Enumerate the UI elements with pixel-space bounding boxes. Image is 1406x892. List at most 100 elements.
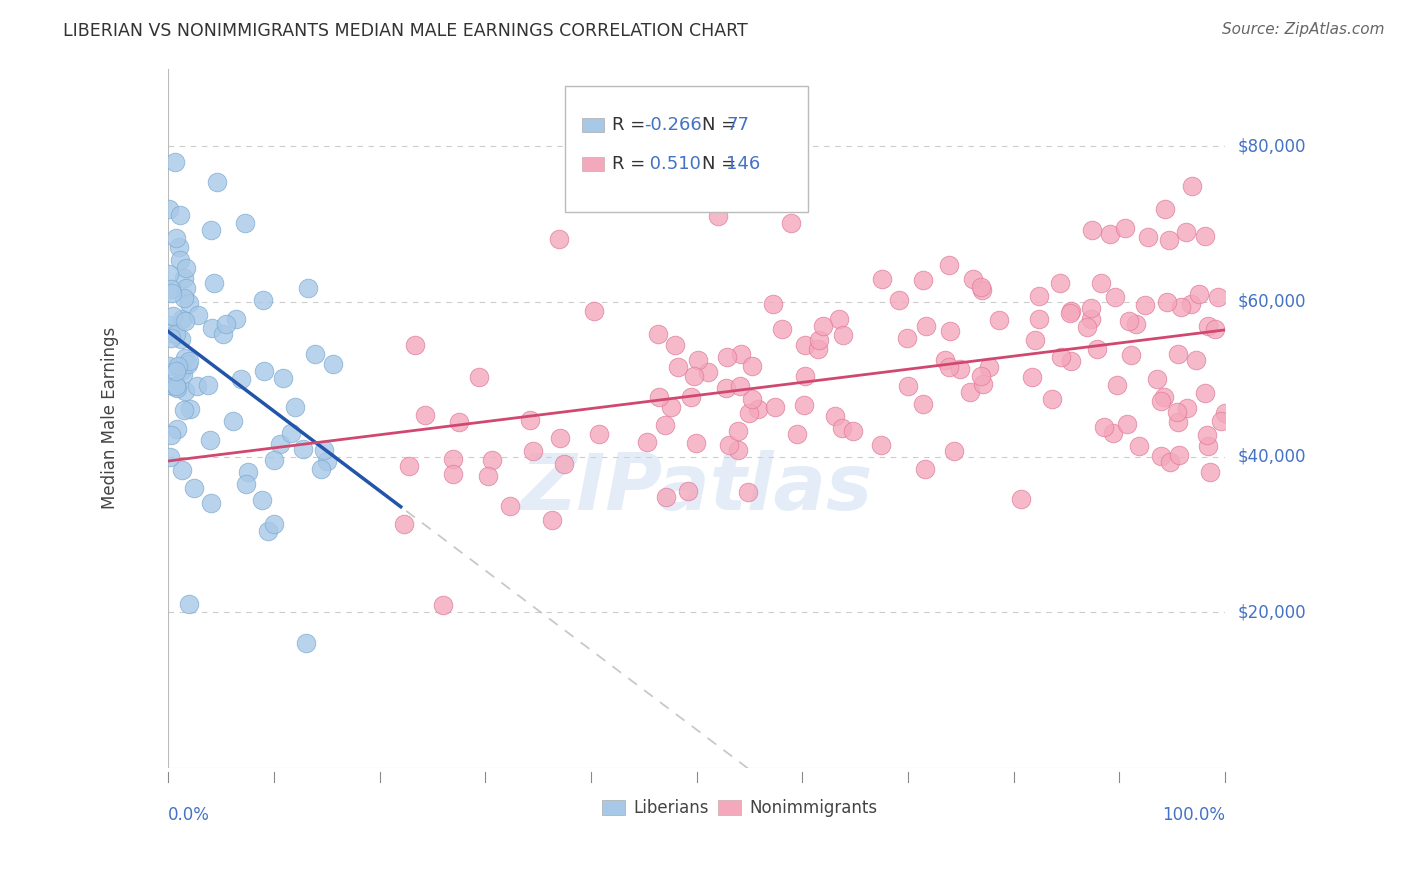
Point [714,381,737,395]
Text: 146: 146 [727,154,761,173]
Point [205,175,228,189]
Text: Nonimmigrants: Nonimmigrants [749,798,877,816]
Text: 0.510: 0.510 [644,154,700,173]
Point [253,364,276,378]
Text: $60,000: $60,000 [1237,293,1306,310]
Point [813,318,835,333]
Point [173,314,195,328]
Point [292,442,315,456]
Point [183,481,205,495]
Point [938,259,960,273]
Point [770,322,793,336]
Point [159,331,181,345]
FancyBboxPatch shape [602,800,624,815]
Point [741,392,763,406]
FancyBboxPatch shape [582,157,603,170]
Point [683,368,706,383]
Point [1197,439,1219,453]
Point [166,381,188,395]
Point [170,312,193,326]
Point [157,267,180,281]
Point [655,490,678,504]
Point [314,442,336,457]
Point [1090,277,1112,291]
Point [404,337,426,351]
Point [659,401,682,415]
Point [647,326,669,341]
Point [166,359,188,373]
Point [1146,372,1168,386]
Point [828,312,851,326]
Point [231,372,253,386]
Point [717,438,740,452]
Point [1107,378,1129,392]
Text: $40,000: $40,000 [1237,448,1306,466]
Point [727,424,749,438]
Point [169,253,191,268]
Point [1076,320,1098,334]
Point [252,293,274,307]
FancyBboxPatch shape [717,800,741,815]
Point [1167,347,1189,361]
Point [681,391,703,405]
Point [250,492,273,507]
Point [468,370,491,384]
Point [173,402,195,417]
Point [959,384,981,399]
Point [177,357,200,371]
Point [979,359,1001,374]
Point [583,304,606,318]
Text: ZIPatlas: ZIPatlas [520,450,873,526]
Point [1180,297,1202,311]
Point [747,402,769,417]
Point [159,450,181,464]
Point [160,286,183,301]
Point [948,362,970,376]
Point [939,324,962,338]
Point [1175,225,1198,239]
FancyBboxPatch shape [565,86,807,212]
Point [1194,385,1216,400]
Point [187,308,209,322]
Point [1185,353,1208,368]
Point [159,427,181,442]
Point [727,442,749,457]
Point [1102,425,1125,440]
Point [870,438,893,452]
Point [170,463,193,477]
Point [676,484,699,499]
Point [198,433,221,447]
Point [157,318,180,333]
Point [780,216,803,230]
Point [686,352,709,367]
Point [1116,417,1139,431]
Point [1170,300,1192,314]
Point [741,359,763,374]
Point [179,401,201,416]
Point [398,459,420,474]
Text: R =: R = [612,154,651,173]
Point [174,281,197,295]
Point [413,408,436,422]
Point [170,363,193,377]
Point [214,317,236,331]
Point [163,154,186,169]
Point [197,378,219,392]
Point [1104,290,1126,304]
Point [1153,390,1175,404]
Point [934,352,956,367]
Point [174,260,197,275]
Point [588,427,610,442]
Point [441,451,464,466]
Point [1049,277,1071,291]
Point [911,397,934,411]
Point [222,414,245,428]
Point [914,461,936,475]
Point [1059,306,1081,320]
Point [159,326,181,341]
Text: Median Male Earnings: Median Male Earnings [101,327,120,509]
Point [832,328,855,343]
Point [271,370,294,384]
Point [179,296,201,310]
Point [1181,179,1204,194]
